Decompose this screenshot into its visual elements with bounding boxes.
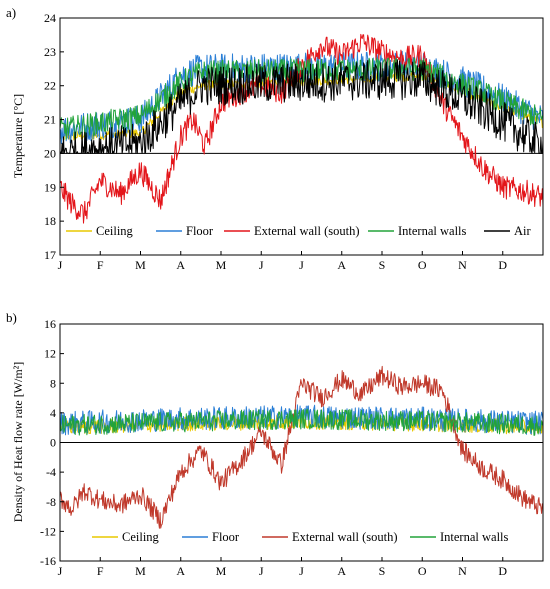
y-tick-label: -8 — [46, 495, 56, 509]
x-tick-label: M — [216, 564, 227, 578]
panel-b-label: b) — [6, 310, 17, 325]
x-tick-label: A — [176, 564, 185, 578]
panel-a-legend: Ceiling Floor External wall (south) Interna… — [66, 224, 532, 238]
panel-a-ticks: 17 18 19 20 21 22 23 24 J F M A M J J A S O N D — [44, 11, 507, 272]
legend-label: Ceiling — [96, 224, 134, 238]
x-tick-label: F — [97, 258, 104, 272]
legend-label: Air — [514, 224, 532, 238]
x-tick-label: N — [458, 258, 467, 272]
panel-b-series — [60, 365, 543, 529]
series-line-air — [60, 59, 543, 154]
y-tick-label: 24 — [44, 11, 56, 25]
y-tick-label: -16 — [40, 554, 56, 568]
x-tick-label: N — [458, 564, 467, 578]
panel-a-series — [60, 33, 543, 224]
panel-a-label: a) — [6, 5, 16, 20]
legend-label: External wall (south) — [254, 224, 360, 238]
x-tick-label: O — [418, 564, 427, 578]
x-tick-label: D — [498, 258, 507, 272]
legend-label: Ceiling — [122, 530, 160, 544]
panel-b-ticks: -16 -12 -8 -4 0 4 8 12 16 J F M A M J J A S O N D — [40, 317, 507, 578]
y-tick-label: 21 — [44, 113, 56, 127]
x-tick-label: O — [418, 258, 427, 272]
x-tick-label: A — [337, 564, 346, 578]
x-tick-label: J — [299, 564, 304, 578]
y-tick-label: 22 — [44, 79, 56, 93]
legend-label: Internal walls — [440, 530, 509, 544]
y-tick-label: -4 — [46, 465, 56, 479]
y-tick-label: 23 — [44, 45, 56, 59]
x-tick-label: J — [259, 564, 264, 578]
x-tick-label: J — [58, 564, 63, 578]
series-line-internal-walls — [60, 408, 543, 436]
x-tick-label: M — [135, 258, 146, 272]
y-tick-label: 16 — [44, 317, 56, 331]
x-tick-label: A — [337, 258, 346, 272]
legend-label: Internal walls — [398, 224, 467, 238]
panel-b-ylabel: Density of Heat flow rate [W/m²] — [11, 362, 25, 523]
x-tick-label: J — [58, 258, 63, 272]
series-line-external-wall-south- — [60, 365, 543, 529]
x-tick-label: A — [176, 258, 185, 272]
y-tick-label: 19 — [44, 180, 56, 194]
x-tick-label: D — [498, 564, 507, 578]
x-tick-label: J — [299, 258, 304, 272]
x-tick-label: F — [97, 564, 104, 578]
y-tick-label: 18 — [44, 214, 56, 228]
legend-label: External wall (south) — [292, 530, 398, 544]
y-tick-label: 12 — [44, 347, 56, 361]
y-tick-label: 17 — [44, 248, 56, 262]
y-tick-label: -12 — [40, 524, 56, 538]
x-tick-label: S — [379, 258, 386, 272]
x-tick-label: J — [259, 258, 264, 272]
x-tick-label: M — [135, 564, 146, 578]
y-tick-label: 0 — [50, 436, 56, 450]
legend-label: Floor — [212, 530, 240, 544]
x-tick-label: S — [379, 564, 386, 578]
y-tick-label: 20 — [44, 146, 56, 160]
panel-a-ylabel: Temperature [°C] — [11, 94, 25, 178]
legend-label: Floor — [186, 224, 214, 238]
x-tick-label: M — [216, 258, 227, 272]
y-tick-label: 4 — [50, 406, 56, 420]
y-tick-label: 8 — [50, 376, 56, 390]
series-line-floor — [60, 404, 543, 436]
panel-b-legend: Ceiling Floor External wall (south) Interna… — [92, 530, 509, 544]
